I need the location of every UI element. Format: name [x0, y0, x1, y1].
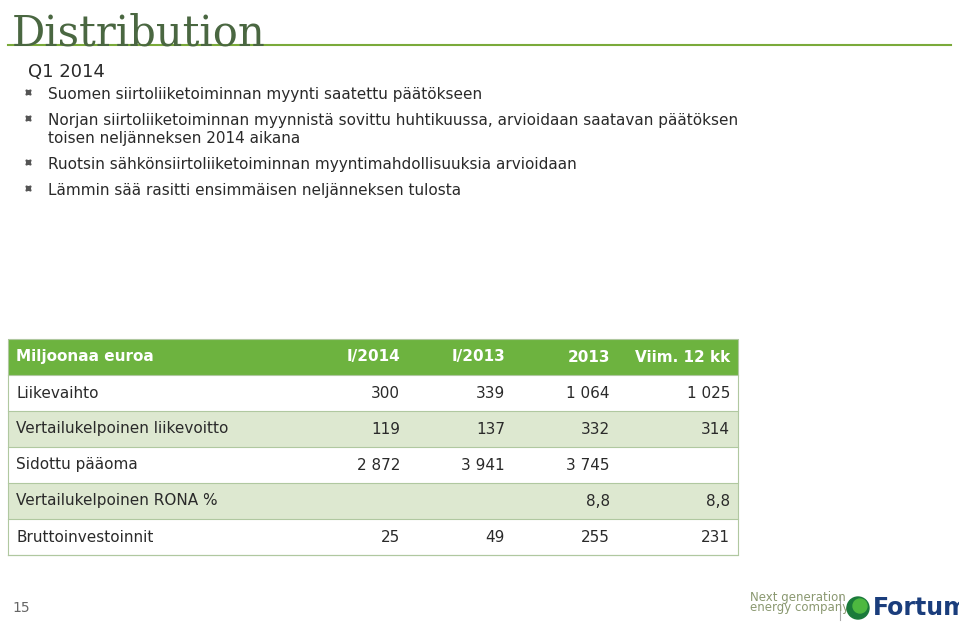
- FancyBboxPatch shape: [618, 411, 738, 447]
- FancyBboxPatch shape: [8, 339, 303, 375]
- FancyBboxPatch shape: [8, 447, 303, 483]
- Text: 3 745: 3 745: [567, 457, 610, 472]
- FancyBboxPatch shape: [513, 339, 618, 375]
- FancyBboxPatch shape: [8, 483, 303, 519]
- Text: Vertailukelpoinen liikevoitto: Vertailukelpoinen liikevoitto: [16, 421, 228, 437]
- Text: 339: 339: [476, 386, 505, 401]
- FancyBboxPatch shape: [303, 519, 408, 555]
- Text: I/2014: I/2014: [346, 350, 400, 365]
- FancyBboxPatch shape: [303, 411, 408, 447]
- FancyBboxPatch shape: [8, 375, 303, 411]
- FancyBboxPatch shape: [408, 375, 513, 411]
- FancyBboxPatch shape: [303, 375, 408, 411]
- FancyBboxPatch shape: [8, 411, 303, 447]
- Text: Q1 2014: Q1 2014: [28, 63, 105, 81]
- FancyBboxPatch shape: [513, 519, 618, 555]
- Text: 300: 300: [371, 386, 400, 401]
- FancyBboxPatch shape: [618, 519, 738, 555]
- FancyBboxPatch shape: [303, 339, 408, 375]
- FancyBboxPatch shape: [513, 447, 618, 483]
- Text: 2 872: 2 872: [357, 457, 400, 472]
- Text: Viim. 12 kk: Viim. 12 kk: [635, 350, 730, 365]
- Text: Miljoonaa euroa: Miljoonaa euroa: [16, 350, 153, 365]
- Text: Norjan siirtoliiketoiminnan myynnistä sovittu huhtikuussa, arvioidaan saatavan p: Norjan siirtoliiketoiminnan myynnistä so…: [48, 113, 738, 128]
- FancyBboxPatch shape: [408, 519, 513, 555]
- Text: 8,8: 8,8: [586, 493, 610, 508]
- Text: Lämmin sää rasitti ensimmäisen neljänneksen tulosta: Lämmin sää rasitti ensimmäisen neljännek…: [48, 183, 461, 198]
- FancyBboxPatch shape: [8, 519, 303, 555]
- Text: 314: 314: [701, 421, 730, 437]
- Text: 8,8: 8,8: [706, 493, 730, 508]
- FancyBboxPatch shape: [408, 411, 513, 447]
- Circle shape: [853, 599, 867, 613]
- FancyBboxPatch shape: [513, 483, 618, 519]
- Text: 25: 25: [381, 529, 400, 544]
- Text: Distribution: Distribution: [12, 13, 266, 55]
- Text: toisen neljänneksen 2014 aikana: toisen neljänneksen 2014 aikana: [48, 131, 300, 146]
- Text: 231: 231: [701, 529, 730, 544]
- Text: 3 941: 3 941: [461, 457, 505, 472]
- FancyBboxPatch shape: [618, 447, 738, 483]
- Text: 332: 332: [581, 421, 610, 437]
- FancyBboxPatch shape: [513, 375, 618, 411]
- Text: Ruotsin sähkönsiirtoliiketoiminnan myyntimahdollisuuksia arvioidaan: Ruotsin sähkönsiirtoliiketoiminnan myynt…: [48, 157, 576, 172]
- Text: 2013: 2013: [568, 350, 610, 365]
- Text: Fortum: Fortum: [873, 596, 959, 620]
- FancyBboxPatch shape: [618, 483, 738, 519]
- Text: Liikevaihto: Liikevaihto: [16, 386, 99, 401]
- Text: 1 025: 1 025: [687, 386, 730, 401]
- FancyBboxPatch shape: [408, 339, 513, 375]
- Text: energy company: energy company: [750, 601, 850, 614]
- Text: 1 064: 1 064: [567, 386, 610, 401]
- FancyBboxPatch shape: [408, 447, 513, 483]
- FancyBboxPatch shape: [618, 375, 738, 411]
- Text: Sidottu pääoma: Sidottu pääoma: [16, 457, 138, 472]
- Text: Vertailukelpoinen RONA %: Vertailukelpoinen RONA %: [16, 493, 218, 508]
- FancyBboxPatch shape: [303, 447, 408, 483]
- FancyBboxPatch shape: [618, 339, 738, 375]
- Circle shape: [847, 597, 869, 619]
- Text: I/2013: I/2013: [452, 350, 505, 365]
- Text: 137: 137: [476, 421, 505, 437]
- FancyBboxPatch shape: [513, 411, 618, 447]
- Text: Suomen siirtoliiketoiminnan myynti saatettu päätökseen: Suomen siirtoliiketoiminnan myynti saate…: [48, 87, 482, 102]
- Text: 255: 255: [581, 529, 610, 544]
- Text: 49: 49: [485, 529, 505, 544]
- Text: Bruttoinvestoinnit: Bruttoinvestoinnit: [16, 529, 153, 544]
- Text: 119: 119: [371, 421, 400, 437]
- FancyBboxPatch shape: [408, 483, 513, 519]
- Text: 15: 15: [12, 601, 30, 615]
- FancyBboxPatch shape: [303, 483, 408, 519]
- Text: Next generation: Next generation: [750, 591, 846, 604]
